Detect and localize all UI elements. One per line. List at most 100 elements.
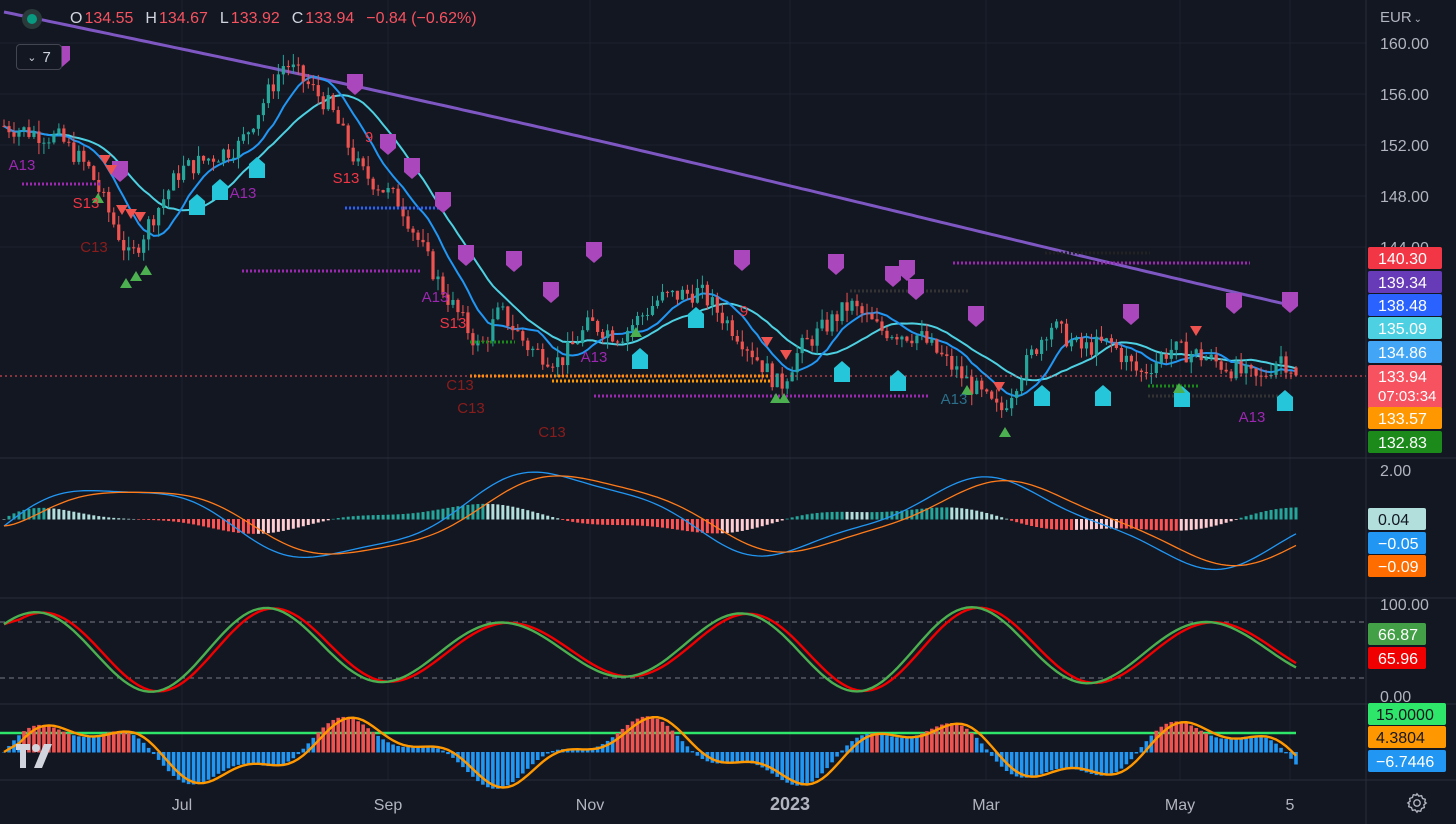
macd-histogram-bar xyxy=(87,514,91,520)
candle-body xyxy=(386,187,390,193)
osc-histogram-bar xyxy=(665,725,670,753)
candle-body xyxy=(326,95,330,110)
osc-histogram-bar xyxy=(326,723,331,753)
up-triangle-marker xyxy=(961,385,973,395)
candle-body xyxy=(196,155,201,174)
macd-histogram-bar xyxy=(546,515,550,520)
osc-histogram-bar xyxy=(486,752,490,788)
stochastic-pane[interactable] xyxy=(0,605,1366,693)
osc-histogram-bar xyxy=(865,733,869,753)
settings-gear-icon[interactable] xyxy=(1406,792,1428,814)
candle-body xyxy=(566,341,570,366)
osc-histogram-bar xyxy=(810,752,814,782)
market-status-icon[interactable] xyxy=(22,9,42,29)
osc-histogram-bar xyxy=(1164,723,1169,753)
macd-histogram-bar xyxy=(112,517,116,520)
candle-body xyxy=(850,300,854,311)
osc-histogram-bar xyxy=(276,752,281,766)
osc-histogram-bar xyxy=(1184,723,1189,753)
candle-body xyxy=(990,391,994,399)
candle-body xyxy=(1254,368,1258,376)
indicators-toggle-button[interactable]: ⌄ 7 xyxy=(16,44,62,70)
osc-histogram-bar xyxy=(680,741,685,753)
up-triangle-marker xyxy=(120,278,132,288)
macd-histogram-bar xyxy=(416,512,420,520)
macd-histogram-bar xyxy=(1234,519,1238,520)
osc-histogram-bar xyxy=(640,716,645,753)
osc-histogram-bar xyxy=(645,716,650,753)
macd-label-value: −0.05 xyxy=(1378,536,1419,553)
osc-histogram-bar xyxy=(964,728,969,753)
macd-histogram-bar xyxy=(700,519,704,533)
price-label-badge xyxy=(1368,317,1442,339)
osc-histogram-bar xyxy=(820,752,824,774)
ohlc-legend: O 134.55 H 134.67 L 133.92 C 133.94 −0.8… xyxy=(22,6,489,32)
osc-histogram-bar xyxy=(386,742,390,753)
candle-body xyxy=(1044,339,1049,341)
osc-histogram-bar xyxy=(690,751,695,753)
osc-histogram-bar xyxy=(1009,752,1014,775)
candle-body xyxy=(87,161,91,167)
sell-setup-marker xyxy=(1282,292,1298,313)
osc-histogram-bar xyxy=(1159,726,1164,753)
osc-histogram-bar xyxy=(1044,752,1049,773)
candle-body xyxy=(1174,341,1178,350)
price-pane[interactable]: A13 S13 C13 9 A13 S13 A13 S13 A13 C13 C13 C13 9 A13 A1… xyxy=(0,10,1366,441)
candle-body xyxy=(241,134,246,141)
candle-body xyxy=(1209,354,1213,359)
macd-histogram-bar xyxy=(1139,519,1143,530)
osc-histogram-bar xyxy=(610,737,615,753)
candle-body xyxy=(152,219,156,226)
candle-body xyxy=(561,357,565,366)
price-label-value: 139.34 xyxy=(1378,275,1427,292)
setup-annotation-label: A13 xyxy=(230,185,257,202)
tradingview-logo[interactable] xyxy=(14,740,62,772)
macd-histogram-bar xyxy=(586,519,590,524)
macd-histogram-bar xyxy=(596,519,600,525)
oscillator-pane[interactable] xyxy=(0,716,1298,789)
time-axis[interactable]: Jul Sep Nov 2023 Mar May 5 xyxy=(172,794,1295,814)
open-value: 134.55 xyxy=(84,10,134,27)
candle-body xyxy=(37,131,41,144)
osc-histogram-bar xyxy=(1274,743,1278,753)
macd-histogram-bar xyxy=(2,519,6,520)
osc-histogram-bar xyxy=(540,752,545,757)
candle-body xyxy=(1089,342,1094,355)
setup-annotation-label: 9 xyxy=(740,303,748,320)
osc-histogram-bar xyxy=(271,752,276,767)
osc-histogram-bar xyxy=(730,752,735,763)
price-axis[interactable]: 160.00156.00152.00148.00144.00140.30139.… xyxy=(1368,36,1446,772)
osc-histogram-bar xyxy=(1194,728,1199,753)
macd-histogram-bar xyxy=(137,519,141,520)
osc-histogram-bar xyxy=(915,735,919,753)
macd-histogram-bar xyxy=(371,515,375,520)
osc-histogram-bar xyxy=(830,752,834,763)
macd-histogram-bar xyxy=(990,514,994,520)
osc-histogram-bar xyxy=(760,752,765,768)
osc-histogram-bar xyxy=(336,717,341,753)
candle-body xyxy=(416,232,420,240)
osc-histogram-bar xyxy=(416,746,420,753)
macd-histogram-bar xyxy=(650,519,654,527)
candle-body xyxy=(381,190,385,193)
candle-body xyxy=(665,291,670,293)
osc-histogram-bar xyxy=(1064,752,1069,769)
candle-body xyxy=(800,337,804,354)
candle-body xyxy=(1184,341,1188,363)
osc-histogram-bar xyxy=(890,736,894,753)
macd-histogram-bar xyxy=(197,519,201,526)
price-label-value: 133.57 xyxy=(1378,411,1427,428)
macd-histogram-bar xyxy=(1134,519,1138,529)
osc-histogram-bar xyxy=(745,752,750,763)
osc-histogram-bar xyxy=(870,733,874,753)
macd-pane[interactable] xyxy=(2,471,1298,571)
candle-body xyxy=(1069,340,1074,347)
osc-histogram-bar xyxy=(1139,747,1144,753)
candle-body xyxy=(910,340,914,344)
candle-body xyxy=(840,302,844,322)
stoch-tick-label: 0.00 xyxy=(1380,689,1411,706)
candle-body xyxy=(1239,361,1243,374)
currency-selector[interactable]: EUR ⌄ xyxy=(1380,9,1422,26)
macd-histogram-bar xyxy=(107,517,111,520)
